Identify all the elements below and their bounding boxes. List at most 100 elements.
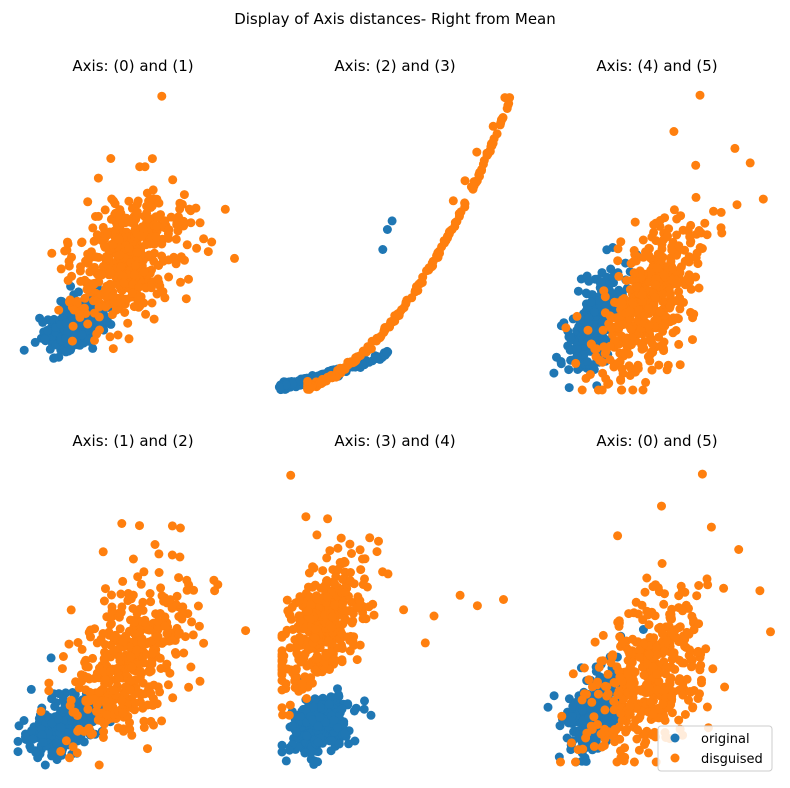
scatter-point-disguised (306, 614, 316, 624)
scatter-point-disguised (709, 206, 718, 216)
scatter-point-disguised (372, 547, 382, 557)
scatter-point-disguised (150, 540, 160, 549)
scatter-point-disguised (734, 545, 744, 554)
scatter-point-disguised (163, 233, 173, 243)
scatter-point-disguised (133, 572, 143, 582)
scatter-point-disguised (358, 580, 368, 589)
scatter-point-disguised (364, 602, 374, 612)
scatter-point-disguised (417, 278, 427, 288)
scatter-point-disguised (345, 539, 355, 549)
scatter-point-disguised (346, 568, 355, 577)
scatter-point-disguised (692, 648, 702, 657)
scatter-point-disguised (716, 207, 726, 217)
scatter-point-disguised (86, 625, 95, 635)
scatter-point-disguised (210, 586, 220, 596)
scatter-point-disguised (688, 335, 697, 345)
scatter-point-disguised (651, 280, 661, 290)
scatter-point-disguised (675, 304, 685, 314)
scatter-point-disguised (655, 216, 665, 225)
scatter-point-disguised (585, 370, 595, 379)
scatter-point-disguised (47, 248, 57, 258)
scatter-point-disguised (599, 741, 609, 751)
scatter-point-disguised (171, 259, 181, 269)
scatter-point-disguised (624, 646, 634, 656)
scatter-point-disguised (157, 716, 167, 726)
scatter-point-disguised (634, 745, 644, 755)
scatter-point-original (596, 277, 606, 287)
scatter-point-disguised (99, 667, 109, 677)
scatter-point-original (52, 738, 61, 748)
scatter-point-disguised (603, 689, 613, 699)
scatter-point-disguised (658, 699, 668, 709)
scatter-point-disguised (312, 654, 322, 664)
scatter-point-disguised (617, 385, 626, 395)
scatter-point-disguised (367, 336, 377, 346)
scatter-point-disguised (109, 298, 119, 308)
scatter-point-disguised (667, 628, 677, 637)
scatter-point-disguised (118, 708, 128, 718)
scatter-point-disguised (127, 730, 137, 740)
scatter-point-disguised (124, 334, 134, 344)
scatter-point-disguised (101, 697, 111, 707)
scatter-point-disguised (615, 672, 625, 682)
scatter-point-disguised (621, 333, 631, 343)
scatter-point-disguised (322, 553, 332, 563)
scatter-point-disguised (184, 682, 194, 692)
scatter-point-disguised (163, 680, 173, 690)
scatter-point-disguised (659, 270, 669, 280)
scatter-point-disguised (124, 216, 134, 226)
scatter-point-disguised (613, 531, 623, 541)
scatter-point-disguised (352, 655, 362, 665)
scatter-point-disguised (207, 237, 217, 247)
scatter-point-disguised (625, 680, 635, 690)
scatter-point-disguised (89, 308, 99, 318)
scatter-point-original (360, 696, 369, 706)
scatter-point-disguised (106, 268, 116, 278)
scatter-point-original (68, 314, 78, 324)
scatter-point-original (332, 723, 342, 733)
scatter-point-disguised (676, 211, 686, 221)
scatter-point-disguised (99, 596, 109, 606)
scatter-point-disguised (141, 618, 151, 628)
scatter-point-disguised (277, 703, 287, 713)
scatter-point-original (327, 736, 337, 746)
scatter-point-disguised (145, 589, 155, 598)
scatter-point-disguised (609, 705, 619, 715)
scatter-point-disguised (61, 736, 71, 746)
scatter-point-disguised (114, 673, 124, 683)
scatter-point-disguised (193, 601, 203, 611)
scatter-point-disguised (88, 223, 98, 233)
scatter-point-disguised (694, 283, 704, 293)
scatter-point-disguised (745, 158, 755, 168)
scatter-point-original (30, 337, 40, 347)
scatter-point-disguised (92, 230, 102, 240)
scatter-point-disguised (136, 231, 146, 241)
scatter-point-disguised (93, 211, 103, 221)
scatter-point-disguised (282, 595, 292, 605)
scatter-point-original (564, 365, 574, 375)
scatter-point-disguised (500, 93, 510, 103)
scatter-point-disguised (305, 592, 315, 602)
scatter-point-disguised (651, 580, 660, 590)
scatter-point-original (577, 705, 587, 715)
scatter-point-original (40, 760, 50, 770)
scatter-point-disguised (686, 307, 695, 317)
scatter-point-disguised (64, 639, 74, 649)
scatter-point-disguised (641, 247, 650, 257)
scatter-point-disguised (108, 344, 118, 354)
scatter-point-disguised (308, 562, 318, 572)
scatter-point-disguised (684, 695, 693, 705)
scatter-point-original (19, 345, 29, 355)
scatter-point-disguised (657, 341, 667, 351)
scatter-point-disguised (685, 238, 695, 248)
scatter-point-disguised (595, 355, 604, 365)
scatter-point-disguised (587, 697, 597, 707)
scatter-point-disguised (44, 678, 54, 688)
scatter-point-disguised (358, 554, 367, 564)
scatter-point-original (38, 738, 48, 747)
scatter-point-disguised (448, 196, 458, 206)
scatter-point-disguised (617, 364, 627, 374)
scatter-point-disguised (652, 642, 662, 652)
scatter-point-disguised (115, 624, 125, 634)
